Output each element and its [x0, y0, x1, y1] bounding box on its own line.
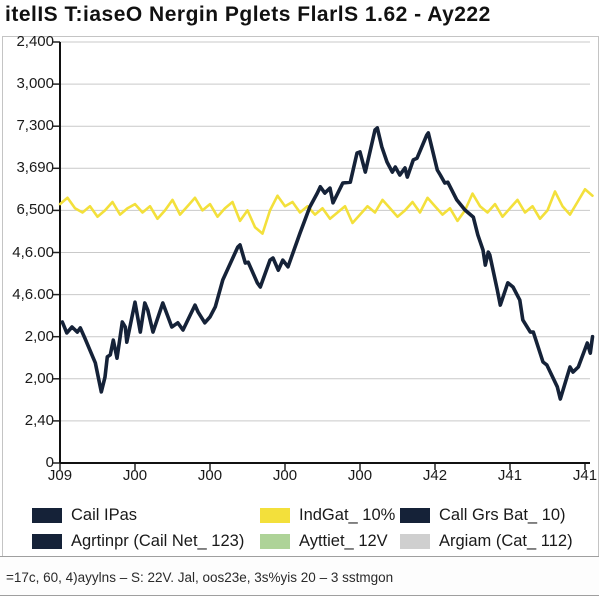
- x-tick-label: J00: [197, 467, 223, 484]
- y-tick-label: 2,400: [16, 33, 54, 50]
- x-tick-label: J09: [47, 467, 73, 484]
- y-tick-label: 4,6.00: [12, 243, 54, 261]
- legend-label: Call Grs Bat_ 10): [439, 505, 566, 524]
- x-tick-label: J00: [122, 467, 148, 484]
- legend-label: Cail IPas: [71, 505, 138, 524]
- x-tick-label: J42: [422, 467, 448, 484]
- legend-swatch: [260, 533, 290, 549]
- chart-title: itelIS T:iaseO Nergin Pglets FlarlS 1.62…: [5, 3, 491, 26]
- legend-swatch: [260, 507, 290, 523]
- series-cail-ipas: [60, 126, 595, 401]
- legend-label: Ayttiet_ 12V: [299, 531, 388, 550]
- y-tick-label: 2,40: [24, 411, 54, 429]
- y-tick-label: 6,500: [16, 201, 54, 219]
- x-tick-label: J00: [272, 467, 298, 484]
- footnote-box: =17c, 60, 4)ayylns – S: 22V. Jal, oos23e…: [0, 556, 599, 596]
- legend-item: Cail IPas: [32, 506, 260, 525]
- y-tick-label: 3,000: [16, 75, 54, 93]
- legend-item: IndGat_ 10%: [260, 506, 400, 525]
- legend-item: Agrtinpr (Cail Net_ 123): [32, 532, 260, 551]
- legend-swatch: [32, 533, 62, 549]
- series-indgat-10-: [58, 188, 594, 235]
- x-tick-label: J00: [347, 467, 373, 484]
- legend-label: Agrtinpr (Cail Net_ 123): [71, 531, 245, 550]
- y-tick-label: 0: [45, 454, 54, 471]
- legend-swatch: [400, 507, 430, 523]
- x-tick-label: J41: [572, 467, 598, 484]
- legend-item: Call Grs Bat_ 10): [400, 506, 592, 525]
- y-tick-label: 4,6.00: [12, 285, 54, 303]
- y-tick-label: 3,690: [16, 159, 54, 177]
- legend-item: Argiam (Cat_ 112): [400, 532, 592, 551]
- x-tick-label: J41: [497, 467, 523, 484]
- legend-item: Ayttiet_ 12V: [260, 532, 400, 551]
- legend-label: Argiam (Cat_ 112): [439, 531, 573, 550]
- chart-legend: Cail IPas IndGat_ 10% Call Grs Bat_ 10) Agr…: [32, 502, 592, 554]
- chart-footnote: =17c, 60, 4)ayylns – S: 22V. Jal, oos23e…: [6, 570, 394, 585]
- y-tick-label: 7,300: [16, 117, 54, 135]
- legend-swatch: [32, 507, 62, 523]
- y-tick-label: 2,00: [24, 327, 54, 345]
- y-tick-label: 2,00: [24, 369, 54, 387]
- legend-label: IndGat_ 10%: [299, 505, 396, 524]
- legend-swatch: [400, 533, 430, 549]
